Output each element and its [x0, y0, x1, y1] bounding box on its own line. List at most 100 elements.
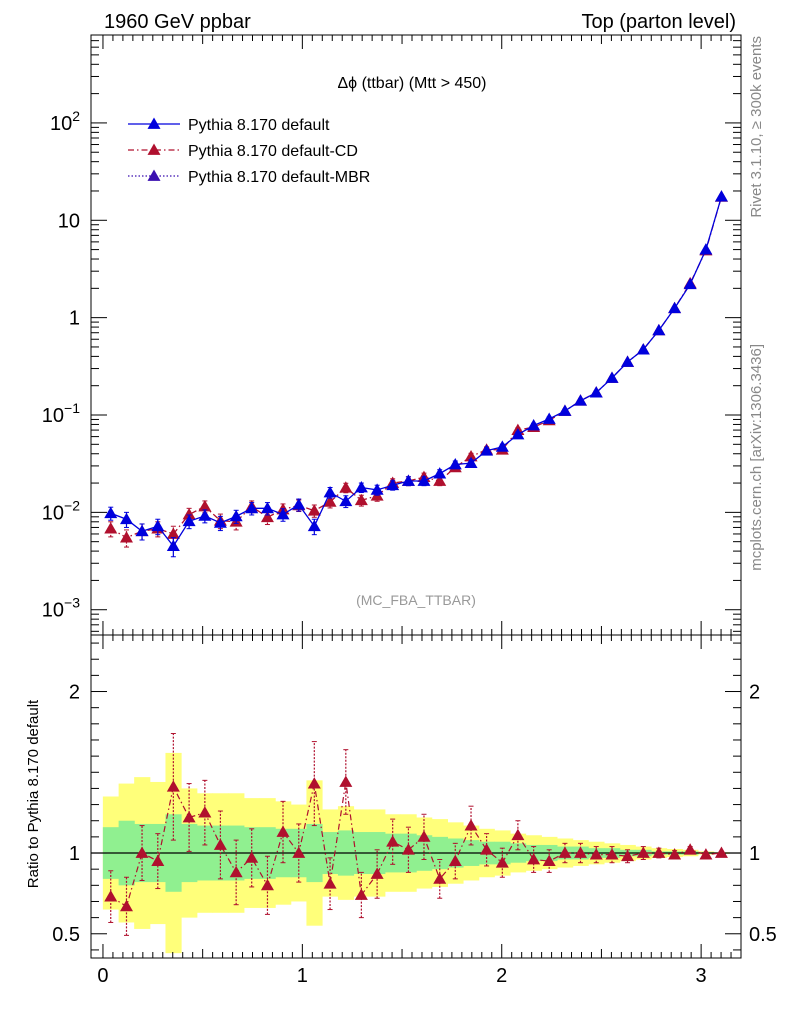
main-data-point — [354, 493, 368, 506]
legend-label: Pythia 8.170 default-MBR — [188, 169, 370, 186]
ratio-data-point — [558, 846, 572, 858]
main-data-point — [119, 531, 133, 543]
ratio-data-point — [151, 854, 165, 866]
legend-marker — [147, 117, 161, 129]
main-data-point — [339, 494, 353, 507]
ratio-y-tick-label-right: 0.5 — [749, 924, 777, 946]
main-data-point — [307, 519, 321, 532]
ratio-plot-axes: 0.5 0.5 1 1 2 2 0 1 2 3 — [52, 635, 777, 987]
ratio-data-point — [417, 830, 431, 842]
main-data-point — [636, 343, 650, 355]
main-data-point — [135, 524, 149, 537]
main-data-point — [386, 478, 400, 491]
ratio-y-tick-label: 1 — [69, 843, 80, 865]
ratio-data-point — [699, 848, 713, 860]
ratio-data-point — [480, 843, 494, 855]
main-data-point — [104, 522, 118, 534]
main-data-point — [260, 501, 274, 514]
main-data-point — [464, 449, 478, 462]
main-data-point — [573, 394, 587, 406]
ratio-data-point — [245, 851, 259, 863]
ratio-y-tick-label-right: 2 — [749, 682, 760, 704]
main-data-point — [370, 483, 384, 495]
ratio-data-point — [166, 780, 180, 792]
rivet-label: Rivet 3.1.10, ≥ 300k events — [748, 36, 765, 218]
main-plot-marks — [104, 190, 728, 558]
main-data-point — [401, 474, 415, 486]
main-data-point — [292, 498, 306, 510]
main-data-point — [198, 499, 212, 512]
main-data-point — [119, 512, 133, 525]
ratio-data-point — [652, 846, 666, 858]
ratio-data-point — [573, 846, 587, 858]
main-data-point — [480, 444, 494, 456]
ratio-data-point — [527, 852, 541, 865]
ratio-plot-marks — [104, 733, 728, 936]
main-data-point — [323, 485, 337, 498]
ratio-x-tick-label: 1 — [297, 965, 308, 987]
ratio-data-point — [370, 867, 384, 879]
main-y-tick-label: 10−3 — [42, 595, 80, 622]
ratio-data-point — [621, 849, 635, 862]
main-data-point — [527, 419, 541, 431]
main-data-point — [558, 404, 572, 416]
ratio-data-point — [464, 819, 478, 831]
ratio-data-point — [386, 835, 400, 847]
header-left-title: 1960 GeV ppbar — [104, 11, 251, 33]
main-y-tick-label: 1 — [69, 308, 80, 330]
main-y-tick-label: 10−2 — [42, 497, 80, 524]
main-y-tick-label: 10 — [58, 210, 80, 232]
main-data-point — [683, 277, 697, 290]
main-data-point — [448, 458, 462, 470]
ratio-data-point — [307, 777, 321, 789]
ratio-data-point — [292, 846, 306, 858]
ratio-x-tick-label: 3 — [696, 965, 707, 987]
ratio-data-point — [119, 899, 133, 912]
main-plot-axes: 10−3 10−2 10−1 1 10 102 — [42, 34, 742, 635]
ratio-data-point — [354, 888, 368, 900]
legend: Pythia 8.170 default Pythia 8.170 default… — [128, 117, 370, 186]
ratio-data-point — [433, 872, 447, 884]
main-y-tick-label: 102 — [50, 108, 80, 135]
ratio-data-point — [323, 877, 337, 889]
ratio-data-point — [495, 856, 509, 868]
main-data-point — [668, 301, 682, 314]
main-data-point — [198, 509, 212, 521]
ratio-y-axis-label: Ratio to Pythia 8.170 default — [25, 699, 42, 888]
main-data-point — [511, 428, 525, 440]
ratio-plot-frame — [90, 634, 742, 959]
main-data-point — [495, 440, 509, 452]
main-data-point — [213, 516, 227, 528]
main-data-point — [605, 371, 619, 383]
ratio-data-point — [135, 846, 149, 858]
ratio-data-point — [260, 878, 274, 891]
main-data-point — [104, 506, 118, 519]
legend-marker — [147, 169, 161, 181]
ratio-data-point — [542, 854, 556, 866]
main-data-point — [307, 504, 321, 516]
ratio-data-point — [714, 846, 728, 858]
main-data-point — [542, 412, 556, 424]
ratio-data-point — [198, 806, 212, 818]
main-data-point — [260, 510, 274, 523]
ratio-data-point — [213, 838, 227, 850]
main-data-point — [621, 355, 635, 367]
ratio-data-point — [276, 825, 290, 837]
main-data-point — [151, 519, 165, 532]
main-data-point — [166, 539, 180, 552]
legend-label: Pythia 8.170 default-CD — [188, 143, 358, 160]
ratio-data-point — [589, 848, 603, 860]
ratio-y-tick-label-right: 1 — [749, 843, 760, 865]
main-data-point — [182, 508, 196, 520]
ratio-data-point — [182, 810, 196, 823]
ratio-data-point — [104, 890, 118, 902]
main-series-line — [110, 196, 723, 539]
ratio-series-line — [110, 781, 722, 908]
main-series-line — [110, 196, 723, 548]
main-data-point — [354, 481, 368, 493]
plot-title: Δϕ (ttbar) (Mtt > 450) — [337, 75, 486, 92]
ratio-data-point — [636, 846, 650, 858]
ratio-data-point — [229, 865, 243, 878]
ratio-y-tick-label: 2 — [69, 682, 80, 704]
